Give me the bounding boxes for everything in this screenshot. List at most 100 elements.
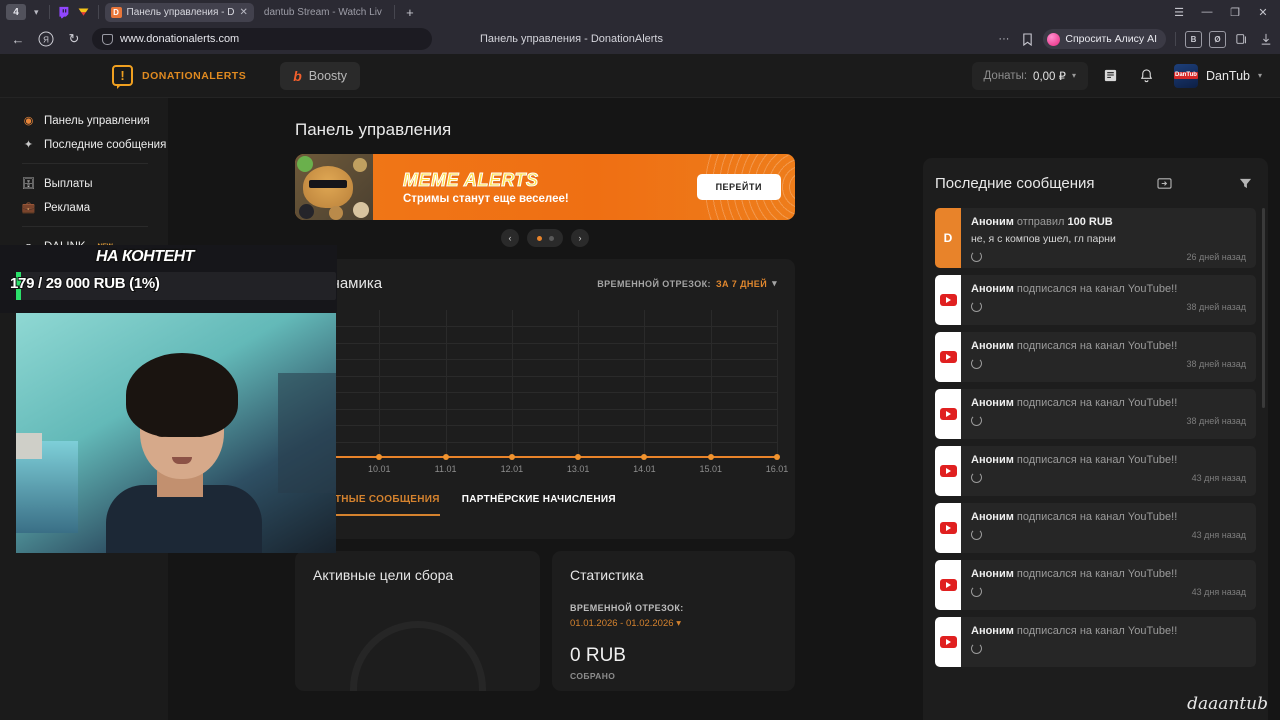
docs-icon[interactable] bbox=[1098, 63, 1124, 89]
message-item[interactable]: Аноним подписался на канал YouTube!! 38 д… bbox=[935, 275, 1256, 325]
promo-banner[interactable]: MEME ALERTS Стримы станут еще веселее! П… bbox=[295, 154, 795, 220]
user-menu[interactable]: DanTub DanTub ▾ bbox=[1173, 63, 1262, 88]
filter-icon[interactable] bbox=[1234, 172, 1256, 194]
chart-x-tick: 15.01 bbox=[699, 464, 722, 474]
sidebar-item-payouts[interactable]: 🗄 Выплаты bbox=[0, 173, 168, 194]
close-icon[interactable]: ✕ bbox=[239, 6, 248, 18]
dashboard-icon: ◉ bbox=[23, 115, 34, 127]
message-item[interactable]: D Аноним отправил 100 RUB не, я с компов у… bbox=[935, 208, 1256, 268]
new-tab-button[interactable]: + bbox=[406, 4, 414, 20]
messages-list[interactable]: D Аноним отправил 100 RUB не, я с компов у… bbox=[935, 208, 1256, 667]
message-item[interactable]: Аноним подписался на канал YouTube!! 43 д… bbox=[935, 503, 1256, 553]
browser-tab-active[interactable]: D Панель управления - D ✕ bbox=[104, 2, 254, 22]
youtube-icon bbox=[935, 503, 961, 553]
more-icon[interactable]: ··· bbox=[998, 33, 1010, 45]
replay-icon[interactable] bbox=[971, 358, 982, 369]
divider bbox=[22, 226, 148, 227]
star-icon: ✦ bbox=[23, 139, 34, 151]
dynamics-card: Динамика ВРЕМЕННОЙ ОТРЕЗОК: ЗА 7 ДНЕЙ ▾ … bbox=[295, 259, 795, 539]
tab-count-badge[interactable]: 4 bbox=[6, 4, 26, 20]
replay-icon[interactable] bbox=[971, 251, 982, 262]
sidebar-item-messages[interactable]: ✦ Последние сообщения bbox=[0, 134, 168, 155]
da-favicon: D bbox=[110, 6, 122, 18]
message-item[interactable]: Аноним подписался на канал YouTube!! bbox=[935, 617, 1256, 667]
message-action: подписался на канал YouTube!! bbox=[1016, 397, 1178, 409]
chart-data-point bbox=[376, 454, 383, 460]
minimize-icon[interactable]: — bbox=[1201, 6, 1213, 18]
download-icon[interactable] bbox=[1257, 31, 1274, 48]
replay-icon[interactable] bbox=[971, 415, 982, 426]
carousel-dot-active[interactable] bbox=[536, 235, 542, 241]
panel-scrollbar[interactable] bbox=[1262, 208, 1265, 408]
maximize-icon[interactable]: ❐ bbox=[1230, 6, 1240, 19]
bookmark-icon[interactable] bbox=[1019, 31, 1036, 48]
message-time: 43 дня назад bbox=[1191, 586, 1246, 597]
replay-icon[interactable] bbox=[971, 472, 982, 483]
briefcase-icon: 💼 bbox=[21, 202, 36, 214]
sidebar-item-dashboard[interactable]: ◉ Панель управления bbox=[0, 110, 168, 131]
message-item[interactable]: Аноним подписался на канал YouTube!! 43 д… bbox=[935, 446, 1256, 496]
nav-right-icons: ··· Спросить Алису AI В Ø bbox=[995, 24, 1274, 54]
statistics-title: Статистика bbox=[570, 567, 644, 583]
sticker-icon bbox=[353, 158, 367, 172]
message-amount: 100 RUB bbox=[1067, 216, 1113, 228]
promo-cta-button[interactable]: ПЕРЕЙТИ bbox=[696, 174, 781, 200]
url-bar[interactable]: www.donationalerts.com bbox=[92, 28, 432, 50]
chart-gridline-v bbox=[777, 310, 778, 458]
carousel-next-icon[interactable]: › bbox=[571, 229, 589, 247]
message-user: Аноним bbox=[971, 625, 1014, 637]
donations-balance[interactable]: Донаты: 0,00 ₽ ▾ bbox=[971, 61, 1088, 90]
replay-icon[interactable] bbox=[971, 643, 982, 654]
bell-icon[interactable] bbox=[1134, 63, 1160, 89]
message-footer: 26 дней назад bbox=[971, 251, 1246, 262]
boosty-button[interactable]: b Boosty bbox=[280, 61, 360, 90]
close-window-icon[interactable]: ✕ bbox=[1258, 6, 1268, 19]
statistics-card: Статистика ВРЕМЕННОЙ ОТРЕЗОК: 01.01.2026… bbox=[552, 551, 795, 691]
da-logo[interactable]: ! DONATIONALERTS bbox=[112, 65, 246, 89]
sticker-icon bbox=[353, 202, 369, 218]
browser-nav-bar: ← Я ↻ www.donationalerts.com Панель упра… bbox=[0, 24, 1280, 54]
dynamics-range-selector[interactable]: ВРЕМЕННОЙ ОТРЕЗОК: ЗА 7 ДНЕЙ ▾ bbox=[597, 278, 777, 289]
message-footer: 43 дня назад bbox=[971, 586, 1246, 597]
range-label: ВРЕМЕННОЙ ОТРЕЗОК: bbox=[597, 278, 711, 289]
message-action: подписался на канал YouTube!! bbox=[1016, 283, 1178, 295]
alice-ai-button[interactable]: Спросить Алису AI bbox=[1043, 29, 1166, 49]
watermark: daaantub bbox=[1187, 694, 1268, 714]
replay-icon[interactable] bbox=[971, 586, 982, 597]
divider bbox=[22, 163, 148, 164]
message-item[interactable]: Аноним подписался на канал YouTube!! 38 д… bbox=[935, 389, 1256, 439]
vk-icon[interactable]: В bbox=[1185, 30, 1202, 48]
colorzilla-extension-icon[interactable] bbox=[76, 4, 92, 20]
statistics-range-value[interactable]: 01.01.2026 - 01.02.2026 ▾ bbox=[570, 618, 777, 629]
dynamics-chart bbox=[310, 310, 780, 460]
passwords-icon[interactable]: Ø bbox=[1209, 30, 1226, 48]
tab-partner-payouts[interactable]: ПАРТНЁРСКИЕ НАЧИСЛЕНИЯ bbox=[461, 494, 616, 505]
tab-paid-messages[interactable]: ПЛАТНЫЕ СООБЩЕНИЯ bbox=[313, 494, 440, 516]
svg-text:Я: Я bbox=[43, 36, 49, 45]
popout-icon[interactable] bbox=[1153, 172, 1175, 194]
replay-icon[interactable] bbox=[971, 529, 982, 540]
yandex-icon[interactable]: Я bbox=[36, 29, 56, 49]
collections-icon[interactable] bbox=[1233, 31, 1250, 48]
sidebar-item-ads[interactable]: 💼 Реклама bbox=[0, 197, 168, 218]
message-item[interactable]: Аноним подписался на канал YouTube!! 38 д… bbox=[935, 332, 1256, 382]
promo-subtitle: Стримы станут еще веселее! bbox=[403, 192, 569, 205]
latest-messages-panel: Последние сообщения D Аноним отправил 100… bbox=[923, 158, 1268, 720]
back-icon[interactable]: ← bbox=[11, 31, 25, 47]
browser-tab-bar: 4 ▾ D Панель управления - D ✕ dantub Str… bbox=[0, 0, 1280, 24]
page-title: Панель управления bbox=[295, 120, 452, 139]
chart-gridline-v bbox=[379, 310, 381, 458]
tab-list-chevron-down-icon[interactable]: ▾ bbox=[34, 6, 39, 17]
user-name: DanTub bbox=[1205, 68, 1250, 83]
carousel-prev-icon[interactable]: ‹ bbox=[501, 229, 519, 247]
carousel-dot[interactable] bbox=[548, 235, 554, 241]
twitch-extension-icon[interactable] bbox=[56, 4, 72, 20]
replay-icon[interactable] bbox=[971, 301, 982, 312]
browser-tab-inactive[interactable]: dantub Stream - Watch Liv bbox=[258, 3, 388, 22]
message-body: Аноним подписался на канал YouTube!! 43 д… bbox=[961, 446, 1256, 496]
message-headline: Аноним подписался на канал YouTube!! bbox=[971, 511, 1246, 523]
message-item[interactable]: Аноним подписался на канал YouTube!! 43 д… bbox=[935, 560, 1256, 610]
browser-menu-icon[interactable]: ☰ bbox=[1174, 6, 1184, 19]
reload-icon[interactable]: ↻ bbox=[68, 31, 80, 46]
